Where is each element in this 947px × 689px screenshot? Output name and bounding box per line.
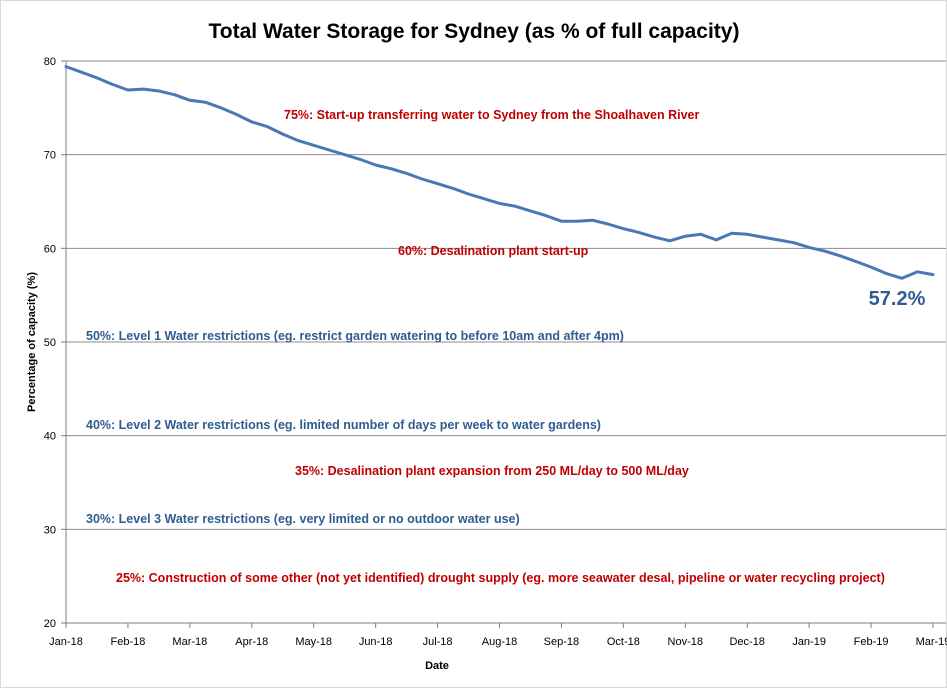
annotation-50-level1-restrictions: 50%: Level 1 Water restrictions (eg. res… (86, 329, 624, 343)
data-point-52 (869, 265, 873, 269)
data-point-55 (916, 270, 919, 273)
data-point-40 (684, 235, 687, 238)
annotation-35-desalination-expansion: 35%: Desalination plant expansion from 2… (295, 464, 689, 478)
y-axis-title: Percentage of capacity (%) (26, 272, 38, 412)
data-point-38 (653, 235, 656, 239)
data-point-35 (606, 222, 610, 226)
y-tick-label-20: 20 (44, 618, 56, 630)
y-tick-labels: 20 30 40 50 60 70 80 (44, 56, 56, 630)
x-tick-label-5: Jun-18 (359, 636, 393, 648)
data-point-41 (699, 233, 702, 236)
data-point-51 (854, 260, 857, 263)
data-point-27 (482, 197, 486, 200)
data-point-33 (575, 220, 579, 223)
data-point-53 (885, 272, 888, 275)
data-point-49 (823, 249, 826, 253)
data-point-14 (281, 132, 284, 136)
data-point-23 (420, 177, 424, 181)
data-point-56 (931, 273, 935, 276)
annotation-40-level2-restrictions: 40%: Level 2 Water restrictions (eg. lim… (86, 418, 601, 432)
axes (65, 61, 946, 624)
data-point-5 (142, 87, 145, 91)
data-point-16 (312, 144, 315, 147)
data-point-8 (188, 99, 192, 102)
data-point-13 (266, 125, 269, 128)
data-point-34 (591, 219, 594, 222)
x-tick-label-10: Nov-18 (668, 636, 703, 648)
latest-value-label: 57.2% (869, 288, 926, 310)
y-tick-label-70: 70 (44, 150, 56, 162)
data-point-0 (64, 65, 68, 68)
data-point-42 (715, 238, 718, 242)
chart-title: Total Water Storage for Sydney (as % of … (209, 20, 740, 43)
gridlines (61, 60, 946, 628)
data-point-36 (622, 227, 625, 230)
y-tick-label-60: 60 (44, 243, 56, 255)
data-point-20 (374, 163, 377, 167)
x-tick-label-7: Aug-18 (482, 636, 517, 648)
data-point-25 (451, 187, 455, 190)
data-point-12 (250, 120, 253, 124)
data-point-54 (900, 277, 904, 280)
y-tick-label-80: 80 (44, 56, 56, 68)
data-point-22 (405, 172, 408, 175)
x-tick-label-2: Mar-18 (172, 636, 207, 648)
x-tick-label-14: Mar-19 (916, 636, 947, 648)
data-point-47 (792, 241, 795, 244)
data-point-37 (637, 231, 640, 234)
data-point-3 (111, 83, 114, 86)
data-point-10 (219, 106, 222, 110)
data-point-32 (560, 220, 563, 223)
data-point-30 (529, 209, 532, 213)
x-tick-label-3: Apr-18 (235, 636, 268, 648)
data-point-50 (838, 254, 842, 257)
storage-data-points (64, 65, 935, 280)
y-tick-label-50: 50 (44, 337, 56, 349)
data-point-48 (807, 246, 811, 249)
data-point-46 (777, 238, 780, 242)
data-point-26 (467, 192, 470, 196)
data-point-9 (204, 101, 207, 104)
data-point-4 (126, 88, 130, 92)
x-tick-labels: Jan-18 Feb-18 Mar-18 Apr-18 May-18 Jun-18 Jul-… (49, 636, 947, 648)
data-point-17 (328, 148, 331, 152)
data-point-7 (173, 93, 176, 96)
data-point-31 (544, 214, 548, 217)
x-axis-title: Date (425, 660, 449, 672)
x-tick-label-0: Jan-18 (49, 636, 83, 648)
data-point-45 (761, 235, 764, 239)
x-tick-label-8: Sep-18 (544, 636, 579, 648)
x-tick-label-1: Feb-18 (110, 636, 145, 648)
data-point-39 (668, 239, 671, 242)
data-point-43 (730, 232, 733, 235)
x-tick-label-6: Jul-18 (423, 636, 453, 648)
data-point-15 (297, 139, 300, 142)
data-point-28 (498, 202, 501, 205)
annotation-25-drought-supply: 25%: Construction of some other (not yet… (116, 571, 885, 585)
data-point-24 (436, 182, 439, 185)
data-point-2 (95, 76, 99, 80)
x-tick-label-11: Dec-18 (729, 636, 764, 648)
y-tick-label-40: 40 (44, 431, 56, 443)
x-tick-label-4: May-18 (295, 636, 332, 648)
data-point-18 (343, 153, 346, 156)
data-point-19 (359, 158, 362, 161)
annotation-75-shoalhaven: 75%: Start-up transferring water to Sydn… (284, 108, 700, 122)
data-point-1 (80, 71, 83, 74)
annotation-30-level3-restrictions: 30%: Level 3 Water restrictions (eg. ver… (86, 512, 520, 526)
x-tick-label-9: Oct-18 (607, 636, 640, 648)
data-point-6 (157, 89, 161, 93)
annotation-60-desalination-startup: 60%: Desalination plant start-up (398, 244, 589, 258)
x-tick-label-13: Feb-19 (854, 636, 889, 648)
data-point-29 (513, 205, 517, 208)
y-tick-label-30: 30 (44, 524, 56, 536)
x-tick-label-12: Jan-19 (792, 636, 826, 648)
data-point-44 (746, 233, 749, 236)
data-point-11 (235, 113, 238, 116)
data-point-21 (389, 167, 393, 170)
